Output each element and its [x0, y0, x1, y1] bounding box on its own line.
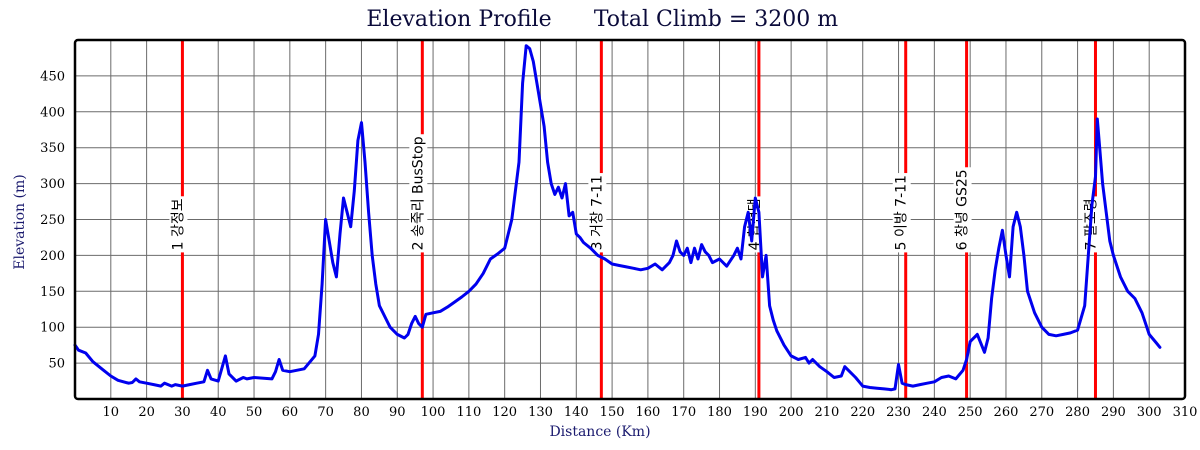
- x-tick-label: 10: [103, 405, 120, 420]
- x-tick-label: 140: [564, 405, 589, 420]
- route-markers: 1 강정보 2 송죽리 BusStop 3 거창 7-11 4 합천댐 5 이방 7-1…: [169, 40, 1101, 399]
- x-tick-label: 250: [958, 405, 983, 420]
- x-tick-label: 150: [600, 405, 625, 420]
- chart-title: Elevation Profile: [366, 7, 551, 32]
- y-tick-label: 400: [40, 105, 65, 120]
- x-tick-label: 130: [528, 405, 553, 420]
- x-tick-label: 210: [815, 405, 840, 420]
- x-tick-label: 170: [671, 405, 696, 420]
- route-marker-label: 3 거창 7-11: [589, 175, 605, 250]
- x-tick-label: 290: [1101, 405, 1126, 420]
- x-tick-label: 50: [246, 405, 263, 420]
- x-tick-label: 80: [353, 405, 370, 420]
- route-marker-label: 6 창녕 GS25: [955, 169, 971, 250]
- elevation-line: [73, 44, 1162, 392]
- chart-subtitle: Total Climb = 3200 m: [594, 7, 838, 32]
- route-marker-label-bg: [892, 173, 911, 253]
- y-axis-label: Elevation (m): [12, 174, 28, 269]
- y-tick-label: 150: [40, 285, 65, 300]
- x-tick-label: 190: [743, 405, 768, 420]
- x-tick-label: 180: [707, 405, 732, 420]
- x-axis-label: Distance (Km): [549, 424, 650, 440]
- route-marker-label-bg: [953, 167, 972, 253]
- x-tick-label: 270: [1029, 405, 1054, 420]
- x-tick-label: 120: [492, 405, 517, 420]
- y-tick-label: 200: [40, 249, 65, 264]
- x-tick-label: 220: [850, 405, 875, 420]
- y-tick-label: 350: [40, 141, 65, 156]
- route-marker-label: 1 강정보: [170, 198, 186, 250]
- route-marker-label-bg: [588, 173, 607, 253]
- y-tick-label: 50: [48, 357, 65, 372]
- route-marker-label: 2 송죽리 BusStop: [410, 136, 426, 250]
- y-tick-label: 450: [40, 69, 65, 84]
- x-tick-label: 30: [174, 405, 191, 420]
- plot-frame: [73, 38, 1187, 401]
- x-tick-label: 300: [1137, 405, 1162, 420]
- x-tick-label: 60: [282, 405, 299, 420]
- x-tick-label: 310: [1173, 405, 1198, 420]
- x-tick-label: 100: [421, 405, 446, 420]
- y-tick-label: 300: [40, 177, 65, 192]
- x-tick-label: 110: [456, 405, 481, 420]
- route-marker-label: 5 이방 7-11: [894, 175, 910, 250]
- x-tick-label: 20: [138, 405, 155, 420]
- x-tick-label: 70: [317, 405, 334, 420]
- x-tick-label: 200: [779, 405, 804, 420]
- y-tick-label: 250: [40, 213, 65, 228]
- route-marker-label-bg: [169, 196, 188, 253]
- x-tick-label: 230: [886, 405, 911, 420]
- y-tick-label: 100: [40, 321, 65, 336]
- y-axis-ticks: 50 100 150 200 250 300 350 400 450: [40, 69, 65, 371]
- x-axis-ticks: 10 20 30 40 50 60 70 80 90 100 110 120 130 140 150 160 1…: [103, 405, 1198, 420]
- x-tick-label: 260: [994, 405, 1019, 420]
- x-tick-label: 240: [922, 405, 947, 420]
- route-marker-label-bg: [409, 134, 428, 253]
- x-tick-label: 90: [389, 405, 406, 420]
- x-tick-label: 160: [635, 405, 660, 420]
- x-tick-label: 40: [210, 405, 227, 420]
- series-group: [73, 44, 1162, 392]
- x-tick-label: 280: [1065, 405, 1090, 420]
- grid-lines: [75, 40, 1185, 399]
